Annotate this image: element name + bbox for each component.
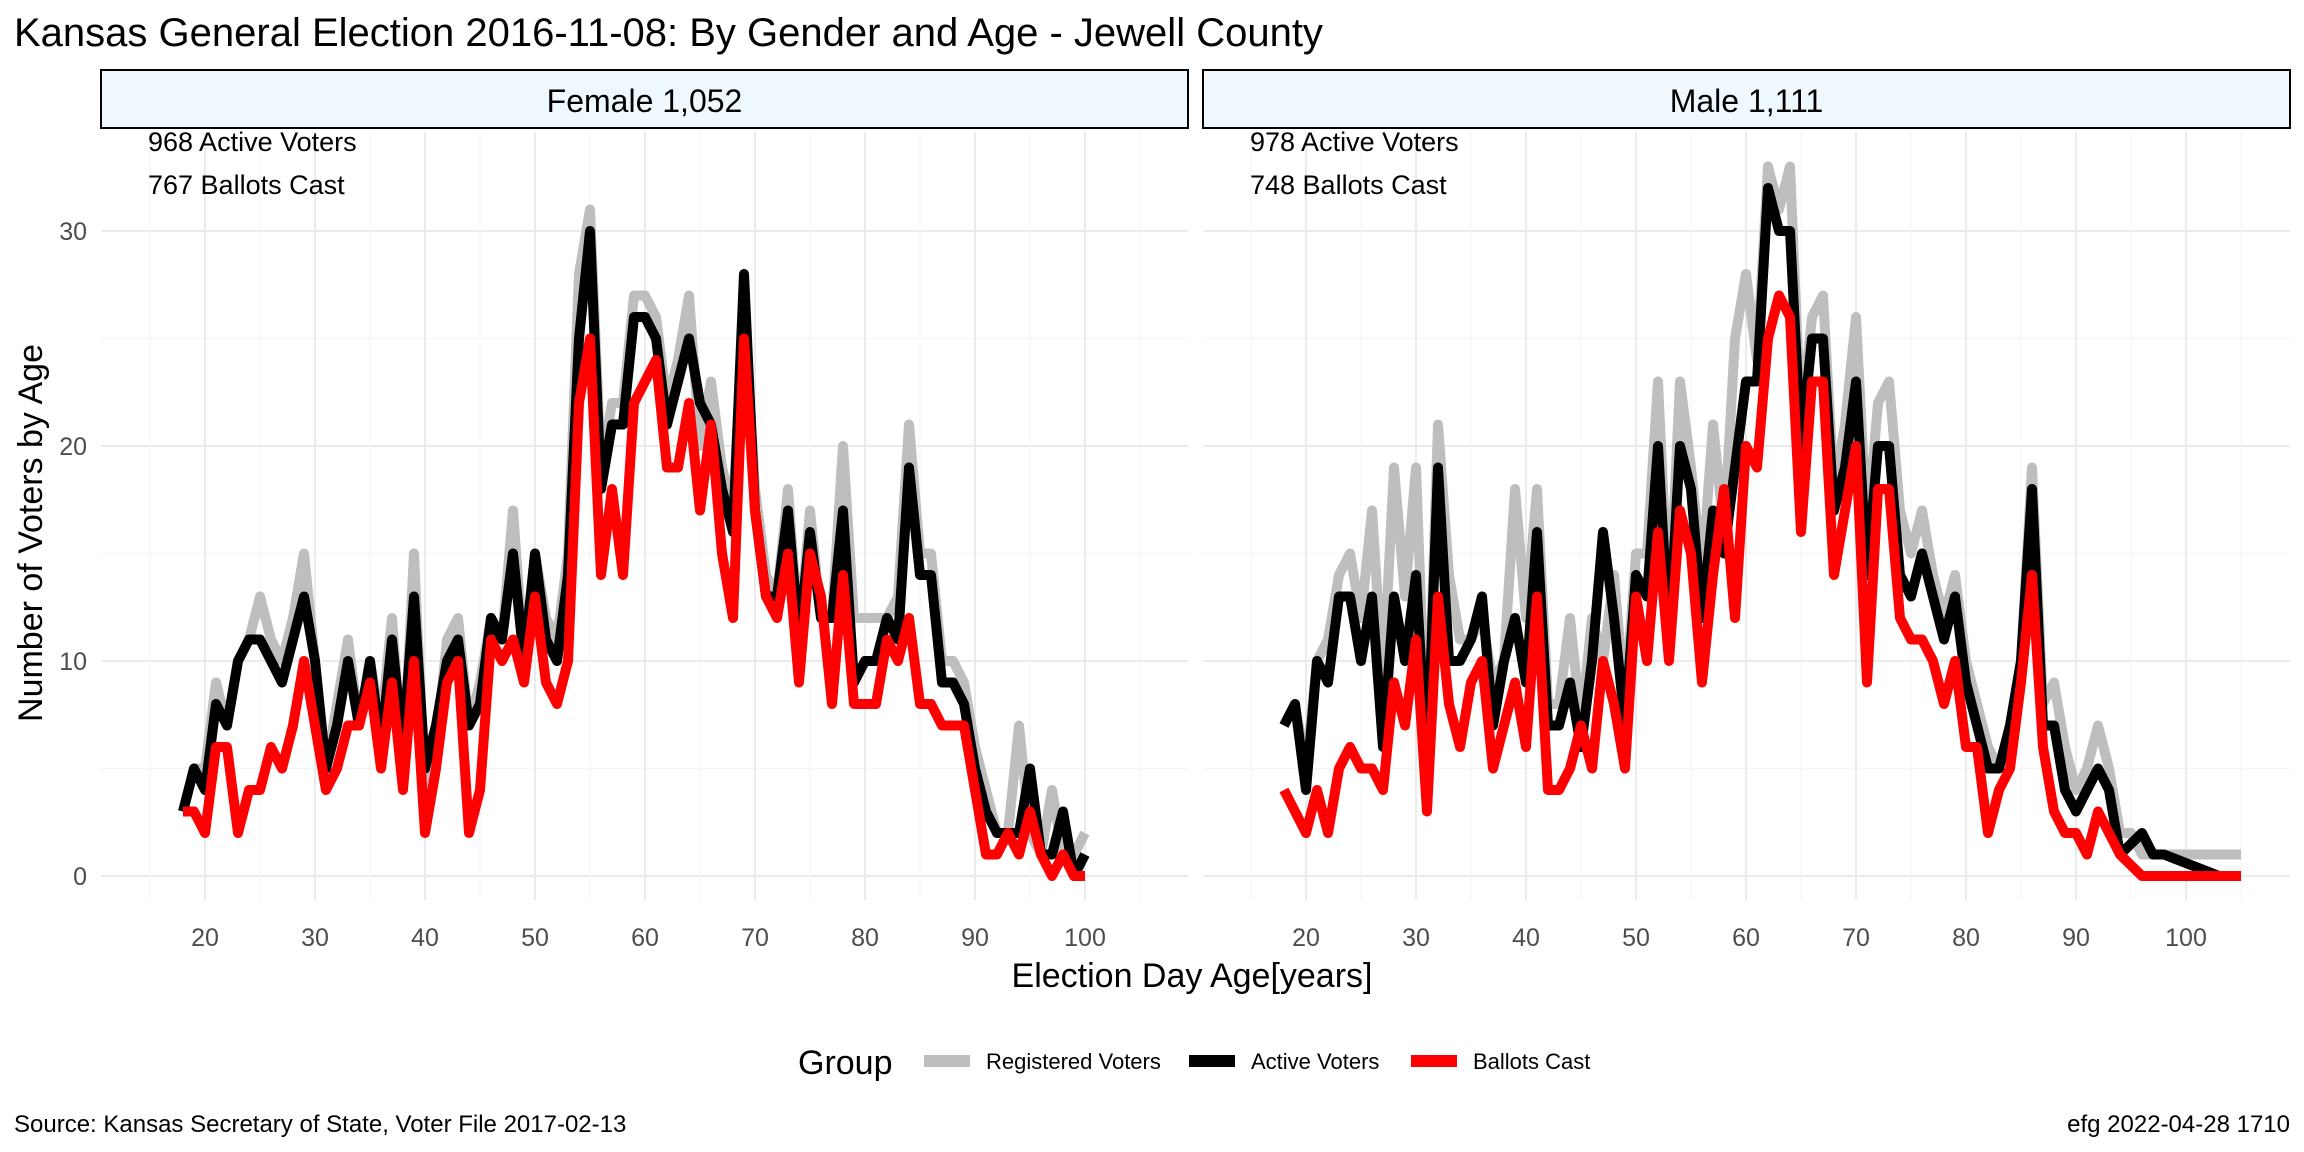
x-tick-label: 60 [631,924,659,952]
chart-title: Kansas General Election 2016-11-08: By G… [14,11,1323,55]
x-tick-label: 30 [1402,924,1430,952]
facet-strip-label: Female 1,052 [547,83,743,119]
x-tick-label: 100 [2165,924,2207,952]
legend-label-active: Active Voters [1251,1049,1379,1074]
legend: Group Registered Voters Active Voters Ba… [798,1044,1590,1082]
y-tick-label: 0 [73,863,87,891]
series-line-ballots-cast [1279,290,2241,881]
x-tick-label: 50 [521,924,549,952]
legend-title: Group [798,1044,893,1082]
panel-annotation: 748 Ballots Cast [1250,170,1447,200]
panel-annotation: 968 Active Voters [148,127,357,157]
panel-female: Female 1,052 968 Active Voters 767 Ballots… [59,69,1189,952]
x-tick-label: 40 [411,924,439,952]
facet-strip-label: Male 1,111 [1670,83,1824,119]
x-tick-label: 30 [301,924,329,952]
y-tick-label: 10 [59,648,87,676]
x-tick-label: 90 [961,924,989,952]
y-tick-label: 20 [59,433,87,461]
x-tick-label: 60 [1732,924,1760,952]
credit-caption: efg 2022-04-28 1710 [2067,1111,2290,1138]
x-tick-label: 20 [191,924,219,952]
facet-strip [1202,69,2291,129]
y-axis-label: Number of Voters by Age [12,344,50,722]
x-tick-label: 40 [1512,924,1540,952]
x-tick-label: 70 [1842,924,1870,952]
panel-annotation: 767 Ballots Cast [148,170,345,200]
x-tick-label: 80 [851,924,879,952]
y-tick-label: 30 [59,218,87,246]
legend-label-registered: Registered Voters [986,1049,1161,1074]
legend-label-ballots: Ballots Cast [1473,1049,1590,1074]
series-line-active-voters [178,226,1090,881]
series-line-ballots-cast [183,333,1085,881]
x-tick-label: 90 [2062,924,2090,952]
panel-annotation: 978 Active Voters [1250,127,1459,157]
x-axis-label: Election Day Age[years] [1012,957,1373,995]
x-tick-label: 20 [1292,924,1320,952]
panel-male: Male 1,111 978 Active Voters 748 Ballots C… [1202,69,2291,952]
x-tick-label: 50 [1622,924,1650,952]
facet-strip [100,69,1189,129]
x-tick-label: 100 [1064,924,1106,952]
x-tick-label: 80 [1952,924,1980,952]
x-tick-label: 70 [741,924,769,952]
series-line-active-voters [1279,183,2241,881]
source-caption: Source: Kansas Secretary of State, Voter… [14,1111,626,1138]
